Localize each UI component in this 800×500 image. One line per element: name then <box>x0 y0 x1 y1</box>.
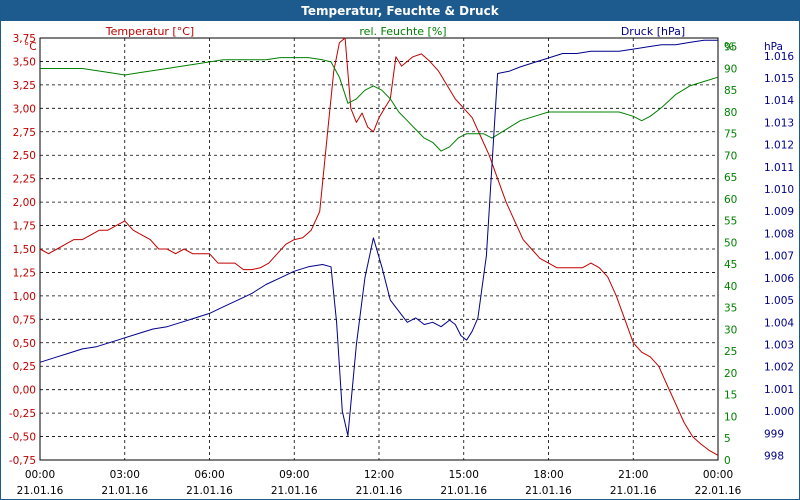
humidity-unit: % <box>724 41 734 53</box>
temperature-tick-label: 1,25 <box>13 267 36 279</box>
humidity-tick-label: 55 <box>724 216 737 228</box>
temperature-tick-label: 0,25 <box>13 361 36 373</box>
pressure-tick-label: 999 <box>764 428 784 440</box>
pressure-tick-label: 1.015 <box>764 73 794 85</box>
temperature-tick-label: -0,75 <box>9 455 36 467</box>
humidity-tick-label: 45 <box>724 259 737 271</box>
chart-title: Temperatur, Feuchte & Druck <box>1 1 799 21</box>
x-tick-time: 03:00 <box>110 469 140 481</box>
x-tick-date: 21.01.16 <box>610 485 657 497</box>
humidity-tick-label: 35 <box>724 303 737 315</box>
humidity-tick-label: 75 <box>724 129 737 141</box>
pressure-tick-label: 1.014 <box>764 95 794 107</box>
temperature-unit: °C <box>24 41 37 53</box>
temperature-tick-label: -0,25 <box>9 408 36 420</box>
x-tick-time: 06:00 <box>194 469 224 481</box>
temperature-tick-label: 2,00 <box>13 197 36 209</box>
pressure-line <box>39 39 718 437</box>
pressure-tick-label: 1.001 <box>764 384 794 396</box>
x-tick-date: 21.01.16 <box>356 485 403 497</box>
pressure-tick-label: 998 <box>764 451 784 463</box>
humidity-tick-label: 85 <box>724 85 737 97</box>
temperature-tick-label: -0,50 <box>9 432 36 444</box>
humidity-tick-label: 40 <box>724 281 737 293</box>
temperature-line <box>39 37 719 456</box>
temperature-tick-label: 3,75 <box>13 33 36 45</box>
humidity-tick-label: 90 <box>724 63 737 75</box>
temperature-axis-label: Temperatur [°C] <box>105 25 194 38</box>
pressure-tick-label: 1.010 <box>764 184 794 196</box>
humidity-tick-label: 25 <box>724 346 737 358</box>
pressure-tick-label: 1.006 <box>764 273 794 285</box>
x-tick-time: 00:00 <box>703 469 733 481</box>
x-tick-date: 21.01.16 <box>440 485 487 497</box>
humidity-tick-label: 60 <box>724 194 737 206</box>
pressure-unit: hPa <box>764 41 783 53</box>
temperature-tick-label: 2,75 <box>13 127 36 139</box>
pressure-tick-label: 1.012 <box>764 140 794 152</box>
humidity-axis-label: rel. Feuchte [%] <box>359 25 446 38</box>
pressure-tick-label: 1.011 <box>764 162 794 174</box>
pressure-tick-label: 1.000 <box>764 406 794 418</box>
x-tick-time: 15:00 <box>449 469 479 481</box>
temperature-tick-label: 0,00 <box>13 385 36 397</box>
pressure-tick-label: 1.009 <box>764 206 794 218</box>
humidity-tick-label: 15 <box>724 390 737 402</box>
temperature-tick-label: 2,25 <box>13 174 36 186</box>
humidity-tick-label: 30 <box>724 324 737 336</box>
pressure-tick-label: 1.013 <box>764 117 794 129</box>
temperature-tick-label: 3,50 <box>13 56 36 68</box>
pressure-tick-label: 1.003 <box>764 340 794 352</box>
humidity-tick-label: 20 <box>724 368 737 380</box>
temperature-tick-label: 1,75 <box>13 221 36 233</box>
humidity-tick-label: 95 <box>724 42 737 54</box>
x-tick-time: 21:00 <box>618 469 648 481</box>
temperature-tick-label: 3,25 <box>13 80 36 92</box>
humidity-tick-label: 65 <box>724 172 737 184</box>
humidity-tick-label: 80 <box>724 107 737 119</box>
x-tick-date: 21.01.16 <box>525 485 572 497</box>
pressure-tick-label: 1.004 <box>764 317 794 329</box>
ticks-layer: 00:00 21.01.16 03:00 21.01.16 06:00 21.01.16 0… <box>9 33 795 497</box>
temperature-tick-label: 3,00 <box>13 103 36 115</box>
pressure-tick-label: 1.005 <box>764 295 794 307</box>
x-tick-time: 18:00 <box>533 469 563 481</box>
temperature-tick-label: 1,50 <box>13 244 36 256</box>
x-tick-time: 00:00 <box>25 469 55 481</box>
x-tick-date: 21.01.16 <box>271 485 318 497</box>
pressure-tick-label: 1.007 <box>764 251 794 263</box>
temperature-tick-label: 2,50 <box>13 150 36 162</box>
x-tick-time: 12:00 <box>364 469 394 481</box>
humidity-tick-label: 5 <box>724 433 731 445</box>
pressure-axis-label: Druck [hPa] <box>621 25 685 38</box>
x-tick-date: 21.01.16 <box>186 485 233 497</box>
humidity-tick-label: 70 <box>724 150 737 162</box>
humidity-tick-label: 10 <box>724 411 737 423</box>
pressure-tick-label: 1.016 <box>764 51 794 63</box>
temperature-tick-label: 0,75 <box>13 314 36 326</box>
x-tick-date: 21.01.16 <box>101 485 148 497</box>
humidity-tick-label: 50 <box>724 237 737 249</box>
temperature-tick-label: 0,50 <box>13 338 36 350</box>
humidity-line <box>40 57 719 152</box>
temperature-tick-label: 1,00 <box>13 291 36 303</box>
pressure-tick-label: 1.008 <box>764 228 794 240</box>
grid <box>40 38 718 460</box>
pressure-tick-label: 1.002 <box>764 362 794 374</box>
series-layer <box>39 37 719 456</box>
humidity-tick-label: 0 <box>724 455 731 467</box>
x-tick-date: 22.01.16 <box>695 485 742 497</box>
x-tick-time: 09:00 <box>279 469 309 481</box>
x-tick-date: 21.01.16 <box>17 485 64 497</box>
